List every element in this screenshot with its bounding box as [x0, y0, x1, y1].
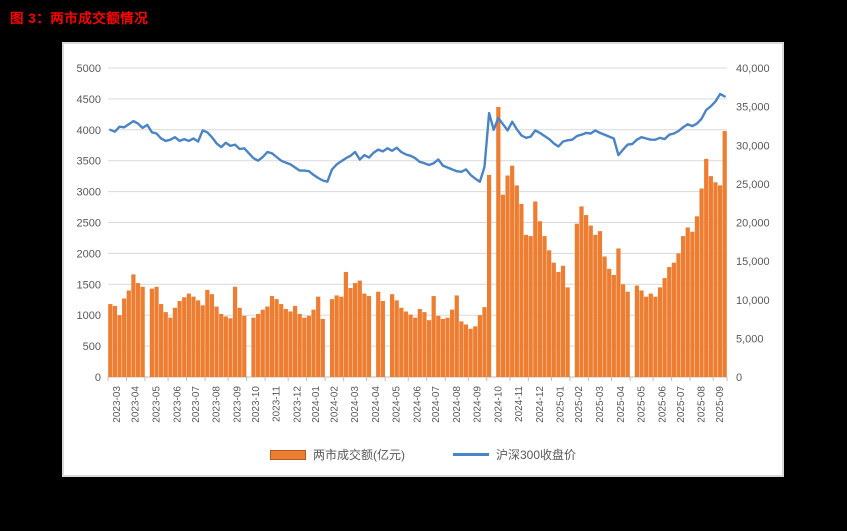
legend-item-volume: 两市成交额(亿元)	[269, 446, 405, 463]
svg-text:4500: 4500	[77, 94, 101, 106]
svg-text:1000: 1000	[77, 310, 101, 322]
svg-text:2024-10: 2024-10	[493, 386, 504, 423]
svg-text:3000: 3000	[77, 187, 101, 199]
svg-text:35,000: 35,000	[736, 102, 770, 114]
svg-text:5,000: 5,000	[736, 333, 764, 345]
svg-text:2500: 2500	[77, 218, 101, 230]
svg-text:40,000: 40,000	[736, 63, 770, 75]
svg-text:2023-04: 2023-04	[131, 386, 142, 423]
svg-text:2024-12: 2024-12	[535, 386, 546, 423]
svg-text:2025-03: 2025-03	[595, 386, 606, 423]
svg-text:15,000: 15,000	[736, 256, 770, 268]
svg-text:2023-06: 2023-06	[172, 386, 183, 423]
chart-legend: 两市成交额(亿元) 沪深300收盘价	[64, 446, 782, 463]
svg-text:500: 500	[83, 341, 101, 353]
svg-text:25,000: 25,000	[736, 179, 770, 191]
line-series-swatch-icon	[452, 453, 489, 456]
svg-text:2025-01: 2025-01	[556, 386, 567, 423]
svg-text:2024-05: 2024-05	[392, 386, 403, 423]
svg-text:20,000: 20,000	[736, 218, 770, 230]
svg-text:2024-08: 2024-08	[452, 386, 463, 423]
svg-text:2024-03: 2024-03	[350, 386, 361, 423]
svg-text:2023-12: 2023-12	[292, 386, 303, 423]
svg-text:2025-06: 2025-06	[657, 386, 668, 423]
svg-text:1500: 1500	[77, 279, 101, 291]
svg-text:0: 0	[736, 372, 742, 384]
svg-text:2023-05: 2023-05	[152, 386, 163, 423]
chart-plot: 0 500 1000 1500 2000 2500 3000 3500 4000 4500 5000…	[77, 63, 770, 423]
legend-label-index: 沪深300收盘价	[495, 448, 577, 462]
svg-text:3500: 3500	[77, 156, 101, 168]
svg-text:2024-02: 2024-02	[329, 386, 340, 423]
chart-panel: 0 500 1000 1500 2000 2500 3000 3500 4000 4500 5000…	[62, 42, 784, 477]
svg-text:2024-06: 2024-06	[413, 386, 424, 423]
figure-title: 图 3：两市成交额情况	[10, 11, 149, 26]
svg-text:2024-01: 2024-01	[311, 386, 322, 423]
svg-text:2025-04: 2025-04	[616, 386, 627, 423]
svg-text:2024-11: 2024-11	[514, 386, 525, 422]
svg-text:5000: 5000	[77, 63, 101, 75]
svg-text:0: 0	[95, 372, 101, 384]
svg-text:2025-02: 2025-02	[574, 386, 585, 423]
svg-text:2023-08: 2023-08	[212, 386, 223, 423]
svg-text:2024-09: 2024-09	[473, 386, 484, 423]
svg-text:2024-07: 2024-07	[431, 386, 442, 423]
svg-text:2025-05: 2025-05	[637, 386, 648, 423]
svg-text:2023-11: 2023-11	[272, 386, 283, 422]
svg-text:10,000: 10,000	[736, 295, 770, 307]
svg-text:2025-07: 2025-07	[676, 386, 687, 423]
svg-text:30,000: 30,000	[736, 140, 770, 152]
svg-text:2023-10: 2023-10	[251, 386, 262, 423]
svg-text:4000: 4000	[77, 125, 101, 137]
svg-text:2024-04: 2024-04	[371, 386, 382, 423]
legend-label-volume: 两市成交额(亿元)	[312, 448, 405, 462]
svg-text:2025-09: 2025-09	[715, 386, 726, 423]
legend-item-index: 沪深300收盘价	[452, 446, 577, 463]
bar-series-swatch-icon	[269, 449, 306, 460]
svg-text:2000: 2000	[77, 248, 101, 260]
svg-text:2023-09: 2023-09	[232, 386, 243, 423]
svg-text:2023-03: 2023-03	[112, 386, 123, 423]
svg-text:2023-07: 2023-07	[191, 386, 202, 423]
svg-text:2025-08: 2025-08	[697, 386, 708, 423]
